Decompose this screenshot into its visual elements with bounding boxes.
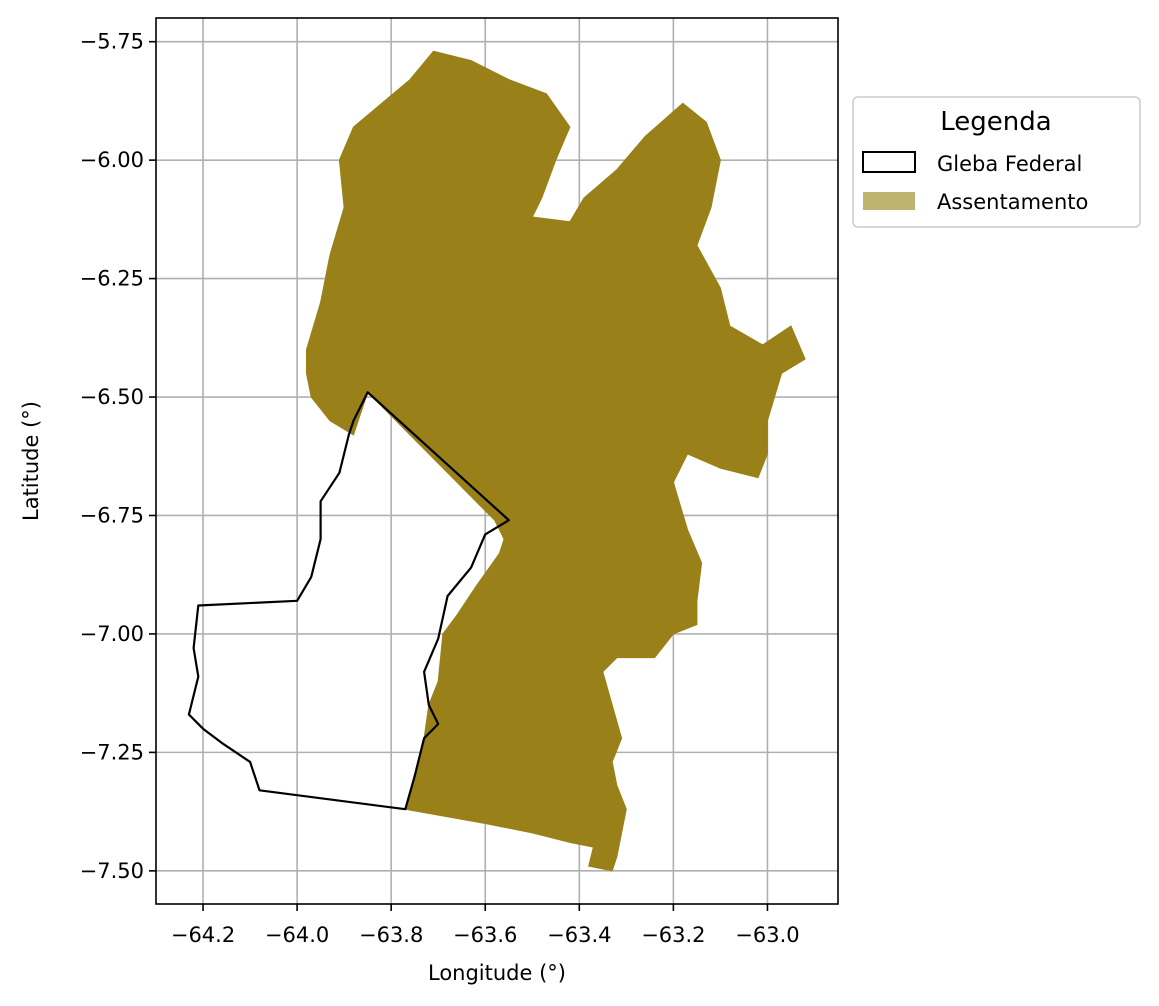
- x-axis-ticks: −64.2 −64.0 −63.8 −63.6 −63.4 −63.2 −63.0: [171, 904, 800, 947]
- x-tick-label: −63.8: [359, 923, 423, 947]
- y-tick-label: −5.75: [80, 30, 144, 54]
- legend-label-gleba-federal: Gleba Federal: [937, 152, 1082, 176]
- legend: Legenda Gleba Federal Assentamento: [852, 96, 1141, 228]
- legend-swatch-gleba-federal: [862, 151, 916, 173]
- legend-box: [852, 96, 1141, 228]
- legend-label-assentamento: Assentamento: [937, 190, 1088, 214]
- y-tick-label: −6.50: [80, 385, 144, 409]
- x-tick-label: −63.0: [735, 923, 799, 947]
- y-tick-label: −7.00: [80, 622, 144, 646]
- y-axis-label: Latitude (°): [19, 401, 43, 521]
- x-tick-label: −63.6: [453, 923, 517, 947]
- assentamento-layer: [306, 50, 806, 872]
- y-axis-ticks: −5.75 −6.00 −6.25 −6.50 −6.75 −7.00 −7.25 −7.50: [80, 30, 156, 883]
- gleba-federal-layer: [187, 391, 510, 811]
- y-tick-label: −6.75: [80, 503, 144, 527]
- plot-frame: [155, 17, 839, 905]
- x-tick-label: −64.0: [265, 923, 329, 947]
- legend-swatch-assentamento: [863, 192, 915, 210]
- gleba-federal-outline: [187, 391, 510, 811]
- assentamento-polygon: [306, 50, 806, 872]
- y-tick-label: −6.25: [80, 267, 144, 291]
- x-tick-label: −64.2: [171, 923, 235, 947]
- x-tick-label: −63.2: [641, 923, 705, 947]
- y-tick-label: −6.00: [80, 148, 144, 172]
- y-tick-label: −7.25: [80, 740, 144, 764]
- legend-title: Legenda: [940, 107, 1051, 137]
- x-tick-label: −63.4: [547, 923, 611, 947]
- x-axis-label: Longitude (°): [428, 961, 566, 985]
- y-tick-label: −7.50: [80, 859, 144, 883]
